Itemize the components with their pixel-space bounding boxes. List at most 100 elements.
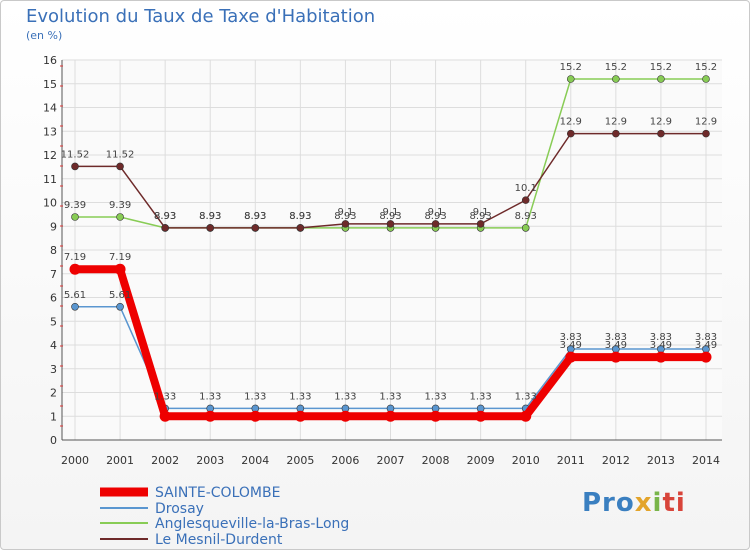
data-label: 3.83 (605, 332, 627, 343)
x-tick-label: 2007 (377, 454, 405, 467)
y-tick-label: 9 (50, 220, 57, 233)
data-point (657, 75, 665, 83)
data-label: 15.2 (650, 62, 672, 73)
data-point (116, 213, 124, 221)
data-label: 9.39 (64, 200, 86, 211)
data-point (521, 196, 530, 204)
data-label: 7.19 (64, 252, 86, 263)
data-point (294, 410, 306, 422)
data-label: 8.93 (334, 211, 356, 222)
data-point (339, 410, 351, 422)
logo-part: Pro (582, 488, 635, 518)
x-tick-label: 2014 (692, 454, 720, 467)
data-label: 3.49 (650, 340, 672, 351)
data-point (565, 351, 577, 363)
proxiti-logo: Proxiti (582, 488, 686, 518)
x-tick-label: 2010 (512, 454, 540, 467)
data-point (116, 302, 124, 311)
data-label: 3.83 (650, 332, 672, 343)
data-point (341, 220, 350, 228)
y-tick-label: 15 (43, 78, 57, 91)
y-tick-label: 0 (50, 434, 57, 447)
legend-label: SAINTE-COLOMBE (155, 485, 280, 501)
data-label: 5.61 (64, 290, 86, 301)
y-tick-label: 16 (43, 54, 57, 67)
y-tick-label: 7 (50, 268, 57, 281)
chart-title: Evolution du Taux de Taxe d'Habitation (26, 6, 376, 27)
data-point (702, 75, 710, 83)
data-label: 8.93 (379, 211, 401, 222)
legend-label: Drosay (155, 501, 204, 517)
data-label: 3.49 (695, 340, 717, 351)
data-point (71, 162, 79, 171)
data-point (71, 302, 79, 311)
legend-label: Anglesqueville-la-Bras-Long (155, 516, 349, 532)
data-point (566, 75, 575, 83)
x-tick-label: 2009 (467, 454, 495, 467)
data-label: 8.93 (154, 211, 176, 222)
data-point (430, 410, 442, 422)
x-tick-label: 2006 (331, 454, 359, 467)
data-label: 3.83 (695, 332, 717, 343)
x-tick-label: 2008 (422, 454, 450, 467)
y-tick-label: 1 (50, 410, 57, 423)
data-point (566, 129, 575, 138)
data-label: 1.33 (334, 391, 356, 402)
data-point (296, 224, 305, 232)
data-point (204, 410, 216, 422)
x-tick-label: 2012 (602, 454, 630, 467)
logo-part: x (634, 488, 653, 518)
data-label: 8.93 (424, 211, 446, 222)
data-point (116, 162, 124, 171)
x-tick-label: 2003 (196, 454, 224, 467)
data-label: 8.93 (515, 211, 537, 222)
data-point (612, 129, 620, 138)
data-label: 9.39 (109, 200, 131, 211)
data-point (386, 220, 395, 228)
data-label: 1.33 (154, 391, 176, 402)
data-label: 8.93 (244, 211, 266, 222)
x-tick-label: 2004 (241, 454, 269, 467)
y-tick-label: 8 (50, 244, 57, 257)
data-label: 3.49 (605, 340, 627, 351)
data-point (521, 224, 530, 232)
data-label: 12.9 (650, 117, 672, 128)
data-label: 11.52 (106, 149, 135, 160)
logo-part: i (652, 488, 663, 518)
data-label: 3.49 (560, 340, 582, 351)
data-point (657, 129, 665, 138)
x-tick-label: 2005 (286, 454, 314, 467)
data-point (431, 220, 440, 228)
data-point (702, 129, 710, 138)
data-label: 9.1 (428, 207, 444, 218)
data-label: 9.1 (383, 207, 399, 218)
data-label: 8.93 (289, 211, 311, 222)
data-label: 9.1 (337, 207, 353, 218)
data-label: 1.33 (424, 391, 446, 402)
data-point (251, 224, 260, 232)
data-label: 8.93 (244, 211, 266, 222)
data-label: 1.33 (379, 391, 401, 402)
data-label: 8.93 (289, 211, 311, 222)
data-label: 8.93 (154, 211, 176, 222)
y-tick-label: 5 (50, 315, 57, 328)
x-tick-label: 2002 (151, 454, 179, 467)
data-label: 11.52 (61, 149, 90, 160)
data-label: 8.93 (470, 211, 492, 222)
data-point (520, 410, 532, 422)
x-tick-label: 2001 (106, 454, 134, 467)
x-tick-label: 2011 (557, 454, 585, 467)
data-point (610, 351, 622, 363)
data-point (612, 75, 620, 83)
y-tick-label: 10 (43, 197, 57, 210)
data-label: 15.2 (605, 62, 627, 73)
chart-subtitle: (en %) (26, 29, 63, 42)
data-label: 9.1 (473, 207, 489, 218)
y-tick-label: 13 (43, 125, 57, 138)
x-tick-label: 2013 (647, 454, 675, 467)
data-label: 7.19 (109, 252, 131, 263)
y-tick-label: 6 (50, 292, 57, 305)
x-tick-label: 2000 (61, 454, 89, 467)
data-point (69, 263, 81, 275)
